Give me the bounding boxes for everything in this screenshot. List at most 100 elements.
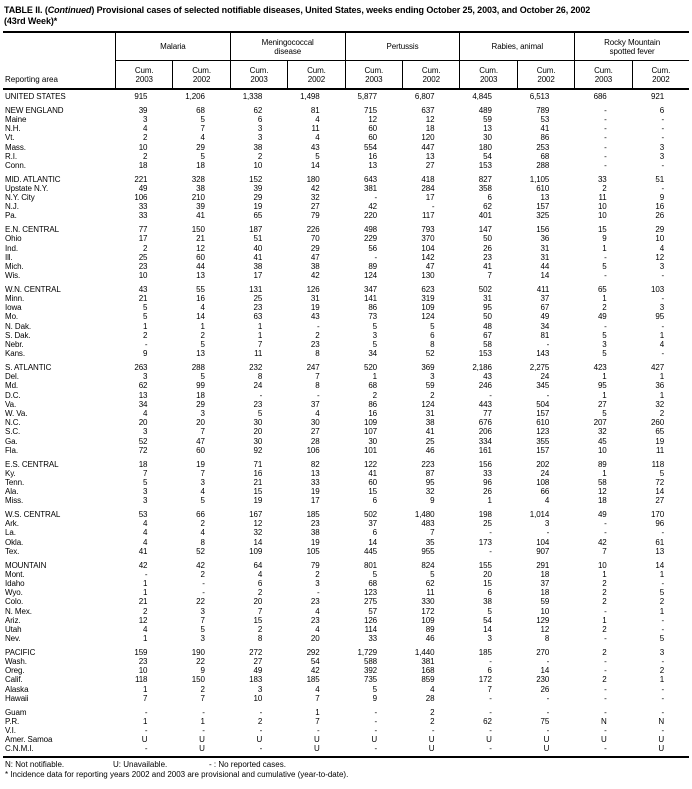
cell: 13 — [196, 349, 205, 359]
cell: 59 — [540, 597, 550, 607]
cell: 18 — [196, 160, 205, 170]
year-label: 2002 — [422, 75, 441, 84]
cell: 20 — [253, 427, 263, 437]
table-row: P.R. 1 1 2 7 - 2 62 75 N N — [3, 717, 689, 726]
cell: 9 — [659, 193, 665, 203]
cell: 1 — [602, 468, 607, 478]
cell: - — [661, 693, 665, 703]
table-row: NEW ENGLAND 39 68 62 81 715 637 489 789 - 6 — [3, 106, 689, 115]
row-label: Alaska — [5, 684, 29, 694]
cell: - — [317, 390, 320, 400]
cell: 25 — [138, 252, 148, 262]
cell: - — [604, 519, 607, 529]
cell: 1,105 — [529, 174, 550, 184]
row-label: Colo. — [5, 597, 24, 607]
cell: - — [546, 657, 550, 667]
cell: 89 — [425, 624, 435, 634]
table-row: Mich. 23 44 38 38 89 47 41 44 5 3 — [3, 262, 689, 271]
cell: 49 — [540, 312, 550, 322]
cell: 18 — [138, 160, 148, 170]
row-label: W.S. CENTRAL — [5, 510, 61, 520]
cell: 6 — [430, 330, 435, 340]
cell: 99 — [196, 381, 205, 391]
cell: 159 — [134, 647, 148, 657]
row-label: Wash. — [5, 657, 27, 667]
cell: 5 — [602, 349, 607, 359]
cell: 49 — [138, 183, 148, 193]
table-row: Minn. 21 16 25 31 141 319 31 37 1 - — [3, 294, 689, 303]
reporting-area-header: Reporting area — [5, 75, 58, 84]
cell: 2 — [659, 409, 665, 418]
cell: 22 — [196, 597, 205, 607]
table-row: Guam - - - 1 - 2 - - - - — [3, 708, 689, 717]
cell: 31 — [540, 243, 550, 253]
footer-rule — [3, 755, 689, 758]
cell: 23 — [310, 340, 320, 350]
cell: 29 — [253, 193, 263, 203]
cell: 123 — [536, 427, 550, 437]
cell: 118 — [134, 675, 148, 685]
table-row: Kans. 9 13 11 8 34 52 153 143 5 - — [3, 349, 689, 358]
cell: 56 — [368, 243, 378, 253]
cell: - — [489, 726, 492, 735]
cell: 8 — [315, 349, 320, 359]
cell: 30 — [368, 436, 378, 446]
cell: 42 — [138, 560, 148, 570]
cell: - — [661, 528, 665, 538]
cell: - — [202, 588, 205, 598]
table-section: PACIFIC 159 190 272 292 1,729 1,440 185 270 2 3 Was… — [3, 648, 689, 703]
cell: 915 — [134, 92, 148, 101]
cell: 1 — [200, 716, 205, 726]
cell: 31 — [310, 294, 320, 304]
cell: - — [374, 193, 378, 203]
cell: 13 — [368, 160, 378, 170]
cell: 11 — [598, 193, 607, 203]
cell: 6 — [372, 496, 378, 506]
cell: - — [489, 390, 492, 400]
cell: 443 — [478, 399, 492, 409]
cell: - — [374, 726, 378, 735]
cell: 5 — [659, 468, 665, 478]
cell: 23 — [310, 519, 320, 529]
cell: 226 — [306, 225, 320, 235]
cell: 34 — [368, 349, 378, 359]
cell: 45 — [597, 436, 607, 446]
row-label: S. ATLANTIC — [5, 362, 52, 372]
cell: 79 — [310, 560, 320, 570]
cell: 101 — [363, 445, 378, 455]
cell: 38 — [425, 418, 435, 428]
row-label: Okla. — [5, 537, 24, 547]
year-label: 2003 — [594, 75, 613, 84]
cell: U — [141, 735, 148, 745]
cell: 5 — [200, 496, 205, 506]
table-row: Ga. 52 47 30 28 30 25 334 355 45 19 — [3, 437, 689, 446]
table-row: Ill. 25 60 41 47 - 142 23 31 - 12 — [3, 253, 689, 262]
cell: 210 — [191, 193, 205, 203]
row-label: Fla. — [5, 445, 18, 455]
cell: 77 — [483, 409, 492, 418]
cell: 157 — [536, 409, 550, 418]
table-row: Nev. 1 3 8 20 33 46 3 8 - 5 — [3, 634, 689, 643]
cell: 3 — [257, 133, 263, 143]
row-label: S. Dak. — [5, 330, 31, 340]
table-row: E.N. CENTRAL 77 150 187 226 498 793 147 156 15 29 — [3, 225, 689, 234]
cell: 34 — [540, 321, 550, 331]
cell: 24 — [253, 381, 263, 391]
cell: 156 — [478, 459, 492, 469]
cell: 921 — [651, 92, 665, 101]
cell: 8 — [200, 537, 205, 547]
row-label: Upstate N.Y. — [5, 183, 49, 193]
table-row: Amer. Samoa U U U U U U U U U U — [3, 735, 689, 744]
cell: 68 — [368, 381, 378, 391]
row-label: E.N. CENTRAL — [5, 225, 59, 235]
row-label: Miss. — [5, 496, 24, 506]
col-header-rocky-mountain-spotted-fever-2002: Cum. 2002 — [631, 61, 689, 88]
cell: 96 — [655, 519, 665, 529]
cell: 1 — [372, 372, 378, 382]
cell: 59 — [483, 114, 492, 124]
cell: 2 — [200, 569, 205, 579]
cell: - — [604, 634, 607, 644]
column-subheader-row: Cum. 2003 Cum. 2002 Cum. 2003 Cum. 2002 Cum. 2003… — [115, 61, 689, 88]
cell: 14 — [655, 560, 665, 570]
cell: 124 — [421, 312, 435, 322]
